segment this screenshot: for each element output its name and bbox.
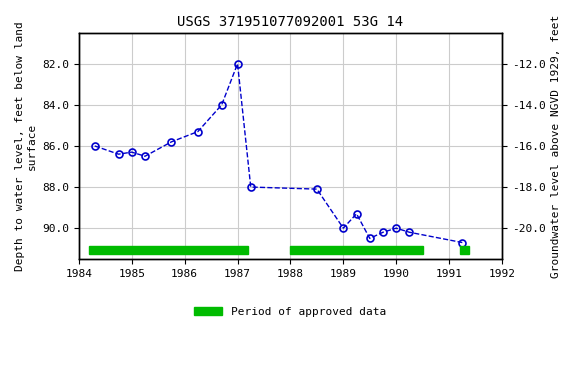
Bar [460, 246, 469, 254]
Y-axis label: Depth to water level, feet below land
surface: Depth to water level, feet below land su… [15, 21, 37, 271]
Legend: Period of approved data: Period of approved data [190, 302, 391, 321]
Bar [290, 246, 423, 254]
Bar [89, 246, 248, 254]
Y-axis label: Groundwater level above NGVD 1929, feet: Groundwater level above NGVD 1929, feet [551, 14, 561, 278]
Title: USGS 371951077092001 53G 14: USGS 371951077092001 53G 14 [177, 15, 403, 29]
